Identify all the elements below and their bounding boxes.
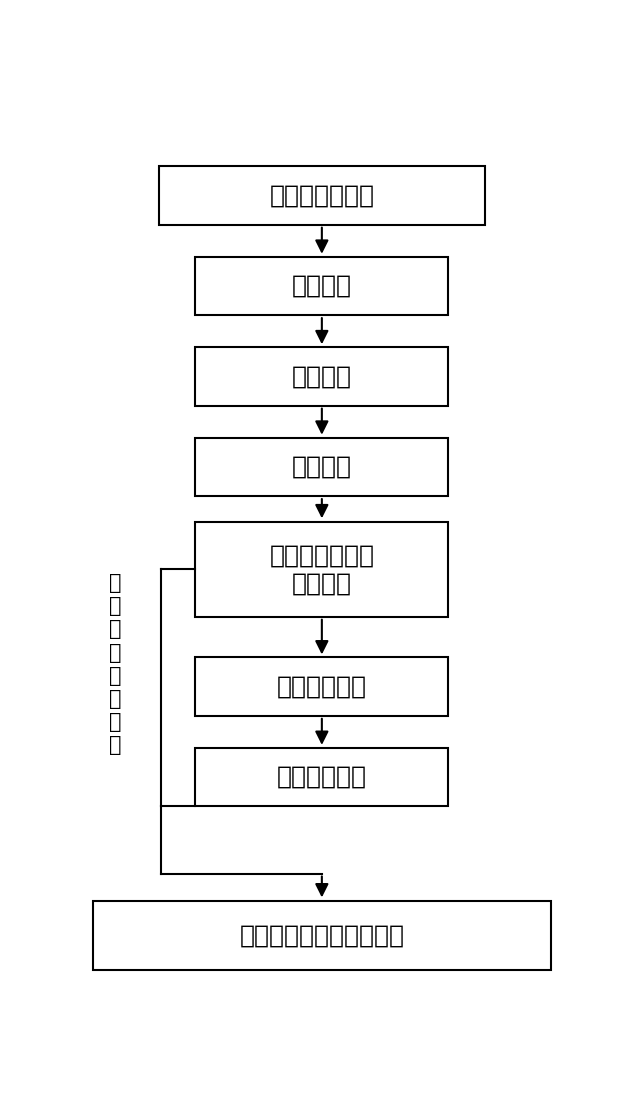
Bar [195, 657, 448, 716]
Bar [93, 901, 551, 970]
Text: 输出交通信号灯
候选区域: 输出交通信号灯 候选区域 [269, 544, 374, 595]
Text: 卷积神经网络: 卷积神经网络 [277, 675, 367, 698]
Text: 输出交通信号灯检测结果: 输出交通信号灯检测结果 [239, 923, 404, 948]
Bar [195, 747, 448, 807]
Text: 集合滤波: 集合滤波 [292, 454, 352, 479]
Bar [159, 166, 485, 225]
Bar [195, 256, 448, 316]
Text: 输入被检测图像: 输入被检测图像 [269, 184, 374, 207]
Text: 输出分类结果: 输出分类结果 [277, 765, 367, 789]
Bar [195, 521, 448, 617]
Text: 候
选
区
域
位
置
信
息: 候 选 区 域 位 置 信 息 [109, 573, 121, 755]
Text: 颜色分割: 颜色分割 [292, 365, 352, 388]
Bar [195, 347, 448, 406]
Text: 亮度滤波: 亮度滤波 [292, 274, 352, 298]
Bar [195, 438, 448, 496]
